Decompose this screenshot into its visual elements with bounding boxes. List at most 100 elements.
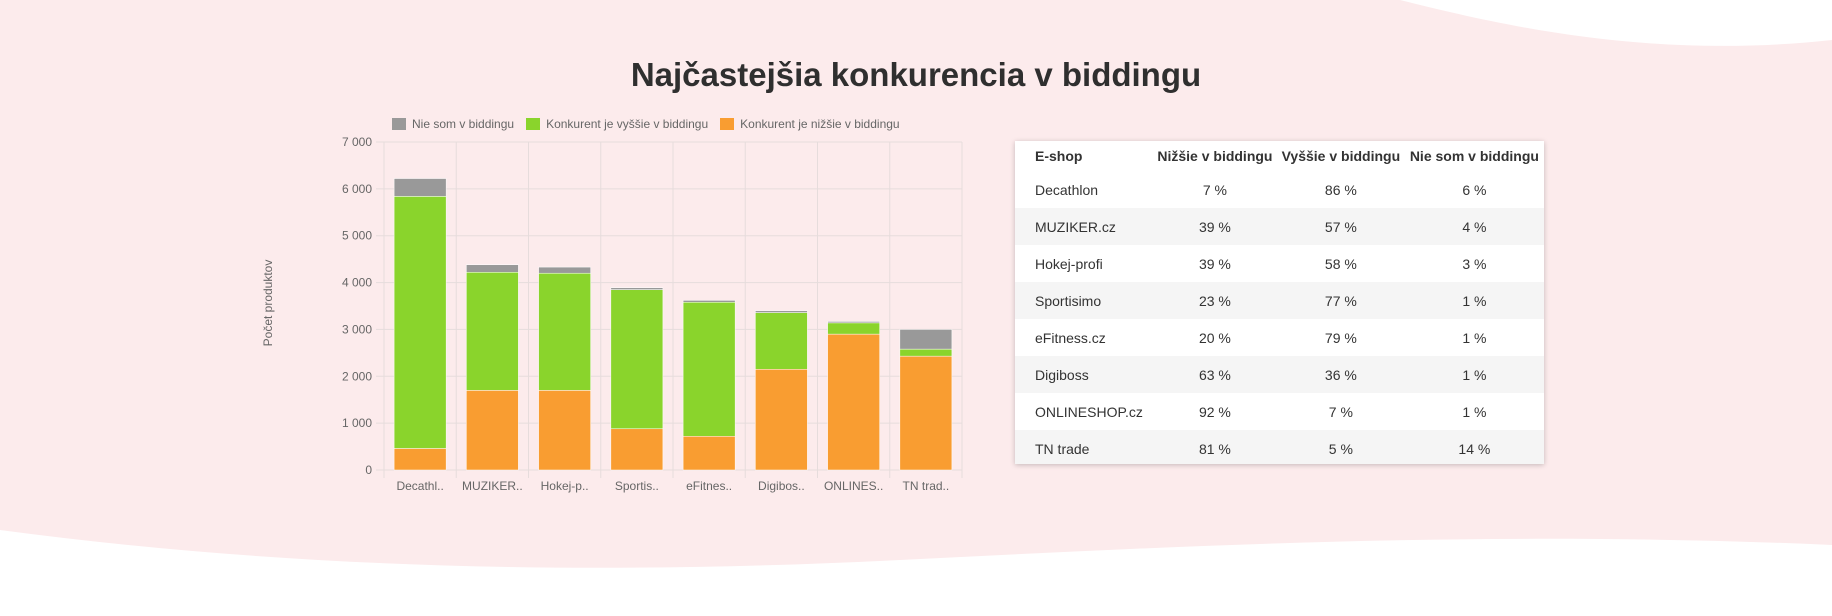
- cell-higher: 36 %: [1324, 366, 1357, 383]
- bar-segment: [755, 312, 808, 370]
- cell-not-in-bidding: 14 %: [1458, 440, 1491, 457]
- y-axis-label: Počet produktov: [261, 259, 275, 347]
- y-tick-label: 5 000: [342, 229, 372, 243]
- table-header-row: E-shop Nižšie v biddingu Vyššie v biddin…: [1015, 141, 1544, 171]
- cell-lower: 20 %: [1198, 329, 1231, 346]
- competition-table-card: E-shop Nižšie v biddingu Vyššie v biddin…: [1015, 141, 1544, 464]
- bar-segment: [827, 322, 880, 335]
- bar-segment: [466, 390, 519, 471]
- page-title: Najčastejšia konkurencia v biddingu: [630, 56, 1202, 93]
- x-tick-label: Digibos..: [758, 479, 805, 493]
- legend-item-not-in-bidding[interactable]: Nie som v biddingu: [392, 117, 514, 131]
- y-tick-label: 7 000: [342, 135, 372, 149]
- cell-eshop: TN trade: [1035, 440, 1090, 457]
- legend-label-not-in-bidding: Nie som v biddingu: [412, 117, 515, 131]
- x-tick-label: ONLINES..: [824, 479, 883, 493]
- bar-segment: [899, 355, 953, 471]
- bar-segment: [466, 264, 519, 273]
- bar-segment: [755, 310, 808, 313]
- cell-lower: 39 %: [1198, 218, 1231, 235]
- cell-not-in-bidding: 4 %: [1462, 218, 1487, 235]
- y-tick-label: 0: [365, 463, 372, 477]
- cell-lower: 63 %: [1198, 366, 1231, 383]
- table-row: Decathlon 7 % 86 % 6 %: [1015, 171, 1544, 208]
- cell-eshop: MUZIKER.cz: [1035, 218, 1116, 235]
- cell-higher: 5 %: [1328, 440, 1353, 457]
- x-tick-label: eFitnes..: [686, 479, 732, 493]
- x-tick-label: Decathl..: [396, 479, 443, 493]
- bar-segment: [827, 321, 880, 324]
- legend-swatch-not-in-bidding: [392, 118, 406, 130]
- bar-segment: [899, 329, 953, 350]
- cell-not-in-bidding: 1 %: [1462, 329, 1487, 346]
- cell-eshop: Decathlon: [1035, 181, 1099, 198]
- cell-eshop: eFitness.cz: [1035, 329, 1106, 346]
- cell-not-in-bidding: 1 %: [1462, 366, 1487, 383]
- bar-segment: [682, 436, 736, 471]
- bar-segment: [393, 178, 447, 197]
- cell-not-in-bidding: 1 %: [1462, 403, 1487, 420]
- bar-segment: [538, 390, 591, 471]
- bottom-wave: [0, 530, 1832, 616]
- legend-swatch-lower: [720, 118, 735, 130]
- cell-lower: 7 %: [1202, 181, 1227, 198]
- bar-segment: [610, 287, 664, 290]
- header-not-in-bidding: Nie som v biddingu: [1409, 148, 1539, 164]
- chart-legend: Nie som v biddingu Konkurent je vyššie v…: [392, 117, 900, 131]
- bar-segment: [538, 266, 591, 274]
- x-tick-label: Hokej-p..: [541, 479, 589, 493]
- bar-segment: [466, 272, 519, 391]
- competition-table: E-shop Nižšie v biddingu Vyššie v biddin…: [1015, 141, 1544, 464]
- legend-item-lower[interactable]: Konkurent je nižšie v biddingu: [720, 117, 900, 131]
- cell-higher: 58 %: [1324, 255, 1357, 272]
- cell-lower: 39 %: [1198, 255, 1231, 272]
- bar-segment: [755, 369, 808, 471]
- cell-eshop: Digiboss: [1035, 366, 1089, 383]
- bar-segment: [393, 196, 447, 449]
- cell-not-in-bidding: 3 %: [1462, 255, 1487, 272]
- cell-higher: 7 %: [1328, 403, 1353, 420]
- cell-lower: 23 %: [1198, 292, 1231, 309]
- bar-segment: [610, 289, 664, 430]
- bar-segment: [393, 448, 447, 471]
- table-row: TN trade 81 % 5 % 14 %: [1015, 430, 1544, 464]
- x-tick-label: Sportis..: [615, 479, 659, 493]
- y-tick-label: 3 000: [342, 322, 372, 336]
- bar-segment: [538, 272, 591, 391]
- bar-segment: [610, 428, 664, 471]
- cell-lower: 81 %: [1198, 440, 1231, 457]
- bar-segment: [827, 333, 880, 471]
- cell-higher: 86 %: [1324, 181, 1357, 198]
- x-tick-label: TN trad..: [903, 479, 950, 493]
- bar-segment: [899, 348, 953, 357]
- top-right-wave: [1400, 0, 1832, 46]
- stacked-bar-chart: 0 1 000 2 000 3 000 4 000 5 000 6 000 7 000 Deca…: [342, 135, 963, 493]
- table-row: MUZIKER.cz 39 % 57 % 4 %: [1015, 208, 1544, 245]
- table-row: Sportisimo 23 % 77 % 1 %: [1015, 282, 1544, 319]
- y-tick-label: 4 000: [342, 276, 372, 290]
- cell-eshop: Hokej-profi: [1035, 255, 1103, 272]
- legend-label-higher: Konkurent je vyššie v biddingu: [546, 117, 709, 131]
- table-row: ONLINESHOP.cz 92 % 7 % 1 %: [1015, 393, 1544, 430]
- table-row: Hokej-profi 39 % 58 % 3 %: [1015, 245, 1544, 282]
- cell-not-in-bidding: 6 %: [1462, 181, 1487, 198]
- header-eshop: E-shop: [1035, 148, 1083, 164]
- cell-eshop: ONLINESHOP.cz: [1035, 403, 1143, 420]
- cell-higher: 77 %: [1324, 292, 1357, 309]
- bar-segment: [682, 300, 736, 303]
- cell-not-in-bidding: 1 %: [1462, 292, 1487, 309]
- table-row: eFitness.cz 20 % 79 % 1 %: [1015, 319, 1544, 356]
- legend-label-lower: Konkurent je nižšie v biddingu: [740, 117, 900, 131]
- cell-lower: 92 %: [1198, 403, 1231, 420]
- table-row: Digiboss 63 % 36 % 1 %: [1015, 356, 1544, 393]
- header-higher: Vyššie v biddingu: [1281, 148, 1401, 164]
- cell-higher: 57 %: [1324, 218, 1357, 235]
- y-tick-label: 1 000: [342, 416, 372, 430]
- y-tick-label: 2 000: [342, 369, 372, 383]
- y-tick-label: 6 000: [342, 182, 372, 196]
- cell-higher: 79 %: [1324, 329, 1357, 346]
- bar-segment: [682, 302, 736, 437]
- header-lower: Nižšie v biddingu: [1157, 148, 1273, 164]
- legend-item-higher[interactable]: Konkurent je vyššie v biddingu: [526, 117, 708, 131]
- cell-eshop: Sportisimo: [1035, 292, 1102, 309]
